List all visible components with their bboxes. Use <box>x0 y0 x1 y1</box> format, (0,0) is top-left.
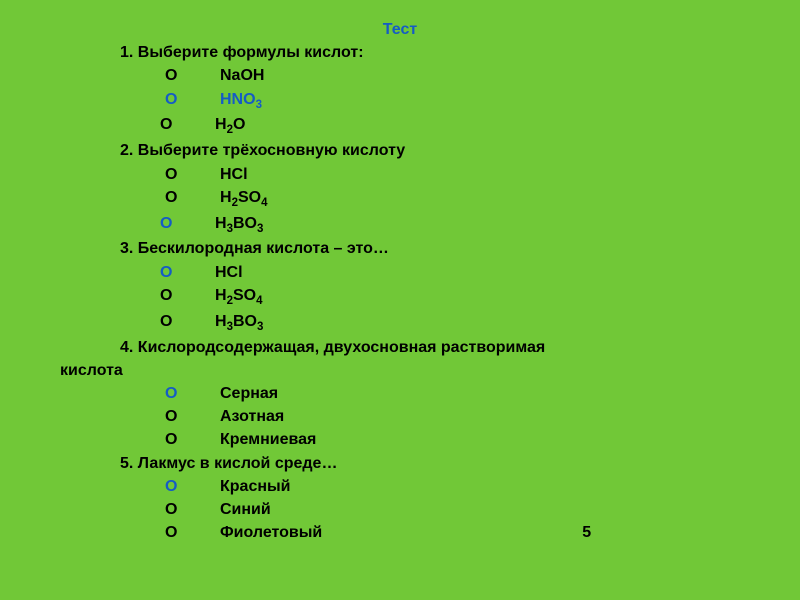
option-label: H3BO3 <box>215 313 263 330</box>
option-marker: О <box>165 64 220 87</box>
q3-num: 3. <box>120 240 133 257</box>
q3-opt-b: ОH2SO4 <box>160 284 800 310</box>
option-marker: О <box>160 284 215 307</box>
option-label: HNO3 <box>220 91 262 108</box>
option-marker: О <box>165 428 220 451</box>
q5-opt-c: ОФиолетовый 5 <box>165 521 800 544</box>
q1-opt-c: ОH2O <box>160 113 800 139</box>
q2-opt-a: ОHCl <box>165 163 800 186</box>
q4-text-1: Кислородсодержащая, двухосновная раствор… <box>138 339 545 356</box>
option-marker: О <box>160 310 215 333</box>
option-label: Красный <box>220 478 291 495</box>
content-block: 1. Выберите формулы кислот: ОNaOH ОHNO3 … <box>0 41 800 544</box>
option-label: Синий <box>220 501 271 518</box>
q1-opt-a: ОNaOH <box>165 64 800 87</box>
option-label: H2O <box>215 116 245 133</box>
q4-num: 4. <box>120 339 133 356</box>
option-marker: О <box>165 382 220 405</box>
option-marker: О <box>165 163 220 186</box>
option-marker: О <box>160 261 215 284</box>
q2-num: 2. <box>120 142 133 159</box>
q1-opt-b: ОHNO3 <box>165 88 800 114</box>
q3-opt-c: ОH3BO3 <box>160 310 800 336</box>
q3-text: Бескилородная кислота – это… <box>138 240 389 257</box>
option-label: HCl <box>215 264 243 281</box>
option-marker: О <box>165 521 220 544</box>
test-title: Тест <box>0 18 800 41</box>
q1-num: 1. <box>120 44 133 61</box>
option-label: HCl <box>220 166 248 183</box>
option-label: H2SO4 <box>220 189 268 206</box>
q5-opt-a: ОКрасный <box>165 475 800 498</box>
q1-text: Выберите формулы кислот: <box>138 44 364 61</box>
question-1: 1. Выберите формулы кислот: <box>120 41 800 64</box>
q5-num: 5. <box>120 455 133 472</box>
q2-opt-b: ОH2SO4 <box>165 186 800 212</box>
option-marker: О <box>165 405 220 428</box>
q4-opt-c: ОКремниевая <box>165 428 800 451</box>
question-4: 4. Кислородсодержащая, двухосновная раст… <box>120 336 800 382</box>
score-value: 5 <box>582 521 591 544</box>
question-3: 3. Бескилородная кислота – это… <box>120 237 800 260</box>
option-label: Азотная <box>220 408 284 425</box>
q5-opt-b: ОСиний <box>165 498 800 521</box>
q4-opt-b: ОАзотная <box>165 405 800 428</box>
option-label: H2SO4 <box>215 287 263 304</box>
question-2: 2. Выберите трёхосновную кислоту <box>120 139 800 162</box>
option-marker: О <box>165 475 220 498</box>
option-marker: О <box>165 186 220 209</box>
q4-opt-a: ОСерная <box>165 382 800 405</box>
option-label: Фиолетовый <box>220 524 322 541</box>
question-5: 5. Лакмус в кислой среде… <box>120 452 800 475</box>
option-marker: О <box>160 113 215 136</box>
option-label: Кремниевая <box>220 431 316 448</box>
option-marker: О <box>160 212 215 235</box>
q4-text-2: кислота <box>60 359 800 382</box>
option-label: NaOH <box>220 67 264 84</box>
q5-text: Лакмус в кислой среде… <box>138 455 338 472</box>
option-label: Серная <box>220 385 278 402</box>
q2-text: Выберите трёхосновную кислоту <box>138 142 405 159</box>
q2-opt-c: ОH3BO3 <box>160 212 800 238</box>
option-marker: О <box>165 88 220 111</box>
option-marker: О <box>165 498 220 521</box>
q3-opt-a: ОHCl <box>160 261 800 284</box>
option-label: H3BO3 <box>215 215 263 232</box>
